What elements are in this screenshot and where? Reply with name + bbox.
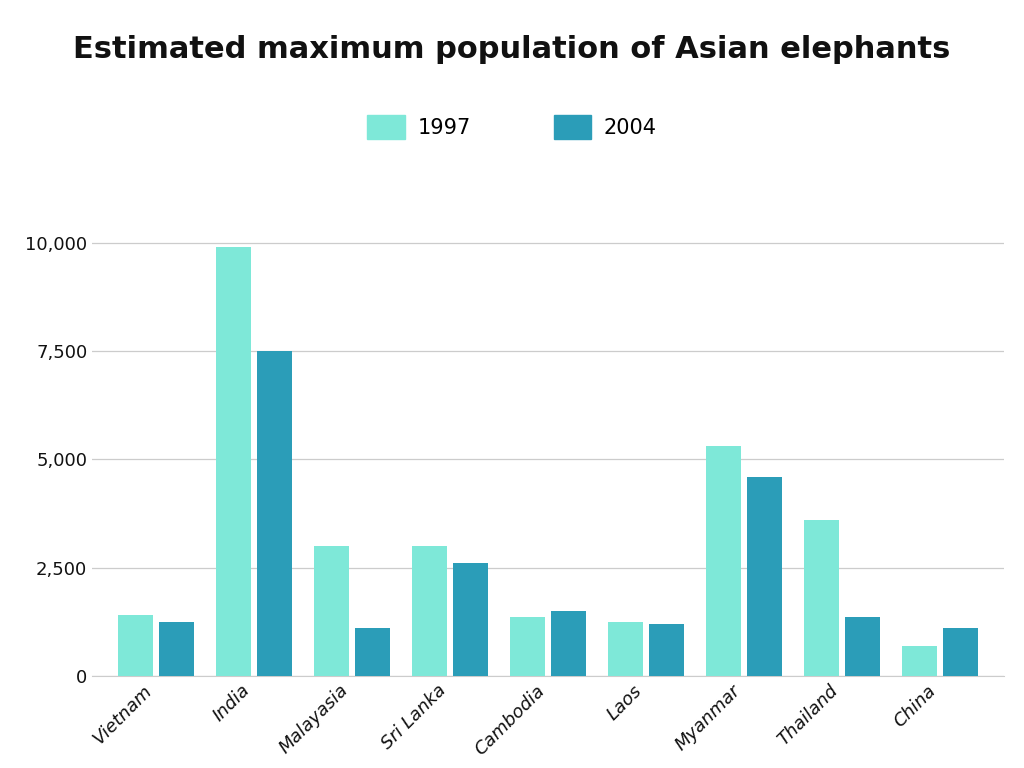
Bar (257, 351, 292, 676)
Bar (551, 611, 586, 676)
Legend: 1997, 2004: 1997, 2004 (358, 107, 666, 147)
Bar (159, 622, 195, 676)
Bar (845, 617, 880, 676)
Bar (118, 615, 153, 676)
Bar (216, 247, 251, 676)
Bar (453, 563, 488, 676)
Bar (943, 628, 978, 676)
Bar (313, 546, 349, 676)
Bar (804, 520, 839, 676)
Bar (607, 622, 643, 676)
Bar (706, 446, 741, 676)
Bar (354, 628, 390, 676)
Bar (510, 617, 545, 676)
Bar (649, 624, 684, 676)
Bar (746, 477, 782, 676)
Bar (901, 646, 937, 676)
Text: Estimated maximum population of Asian elephants: Estimated maximum population of Asian el… (74, 35, 950, 64)
Bar (412, 546, 446, 676)
